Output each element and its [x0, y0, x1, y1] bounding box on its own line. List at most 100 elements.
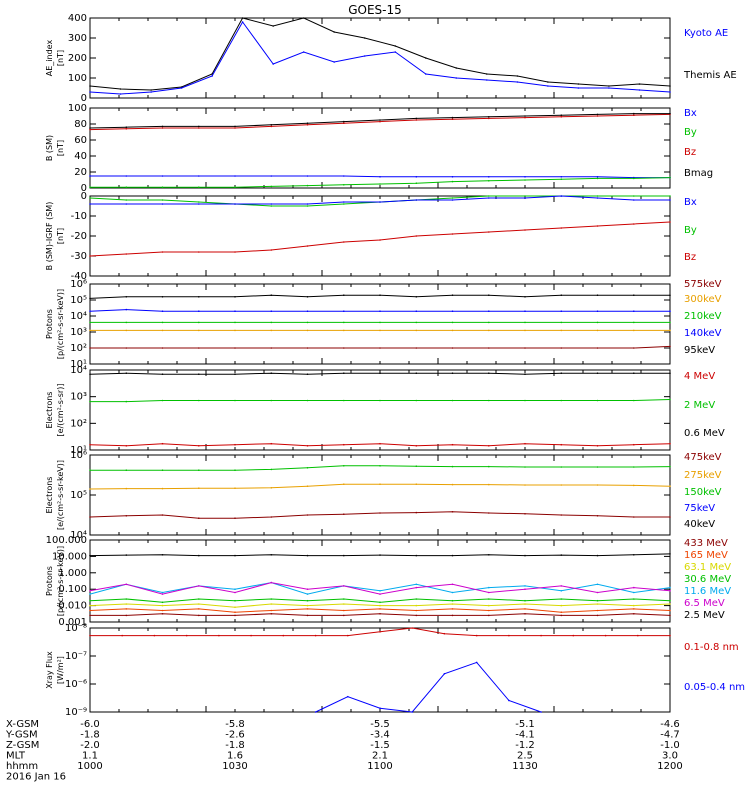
legend-entry: 0.6 MeV — [684, 428, 725, 439]
legend-entry: 165 MeV — [684, 550, 728, 561]
y-tick-label: 10⁵ — [70, 295, 87, 306]
y-axis-label: [e/(cm²-s-sr)] — [56, 384, 65, 437]
x-row-value: -2.0 — [80, 740, 100, 751]
legend-entry: By — [684, 225, 697, 236]
series-line-bigrf-8 — [89, 221, 671, 257]
series-line-bigrf-7 — [90, 195, 670, 205]
legend-entry: 95keV — [684, 345, 715, 356]
legend-entry: 575keV — [684, 279, 722, 290]
y-axis-label: Electrons — [45, 392, 54, 429]
legend-entry: 0.1-0.8 nm — [684, 642, 739, 653]
x-row-value: -1.8 — [225, 740, 245, 751]
legend-entry: 210keV — [684, 311, 722, 322]
y-tick-label: 10⁵ — [70, 490, 87, 501]
y-tick-label: 10⁻⁹ — [65, 707, 87, 718]
y-tick-label: 100.000 — [46, 535, 87, 546]
y-axis-label: [p/(cm²-s-sr-keV)] — [56, 289, 65, 359]
y-tick-label: -20 — [71, 231, 87, 242]
legend-entry: Bmag — [684, 168, 713, 179]
x-row-value: 1.1 — [82, 751, 98, 762]
y-tick-label: 80 — [74, 119, 87, 130]
series-line-protons_mev-23 — [89, 598, 671, 603]
series-line-bsm-5 — [90, 177, 671, 188]
series-line-protons_mev-20 — [89, 553, 671, 557]
y-tick-label: 0 — [81, 93, 87, 104]
legend-entry: 2 MeV — [684, 400, 715, 411]
series-line-protons_mev-26 — [90, 613, 671, 616]
legend-entry: By — [684, 127, 697, 138]
x-row-label: hhmm — [6, 761, 38, 772]
x-row-value: -2.6 — [225, 730, 245, 741]
y-tick-label: 10.000 — [52, 551, 87, 562]
series-line-electrons_mev-16 — [89, 443, 671, 447]
panel-frame — [89, 17, 671, 99]
legend-entry: 63.1 MeV — [684, 562, 731, 573]
x-row-value: 2.1 — [372, 751, 388, 762]
y-axis-label: Protons — [45, 566, 54, 596]
x-row-value: 1.6 — [227, 751, 243, 762]
x-row-value: -1.2 — [515, 740, 535, 751]
legend-entry: 4 MeV — [684, 371, 715, 382]
legend-entry: 2.5 MeV — [684, 610, 725, 621]
series-line-ae-1 — [89, 21, 671, 95]
x-row-value: 1130 — [512, 761, 537, 772]
y-tick-label: 10⁴ — [70, 311, 87, 322]
series-line-protons_hi-9 — [89, 294, 670, 299]
y-axis-label: [W/m²] — [56, 656, 65, 684]
y-axis-label: B (SM)-IGRF (SM) — [45, 202, 54, 271]
y-axis-label: Xray Flux — [45, 651, 54, 689]
y-tick-label: 0.001 — [58, 617, 87, 628]
series-line-electrons_mev-14 — [89, 372, 670, 375]
legend-entry: 150keV — [684, 487, 722, 498]
y-tick-label: 20 — [74, 167, 87, 178]
y-tick-label: 400 — [68, 13, 87, 24]
y-tick-label: -10 — [71, 211, 87, 222]
x-row-value: -4.6 — [660, 719, 680, 730]
panel-protons_mev: 100.000 10.000 1.000 0.100 0.010 0.001 Protons… — [45, 535, 731, 628]
panel-bsm: 100 80 60 40 20 0 B (SM) [nT] Bx By Bz Bmag — [45, 103, 713, 194]
y-axis-label: [nT] — [56, 140, 65, 156]
series-line-protons_mev-24 — [89, 603, 671, 608]
y-axis-label: [nT] — [56, 228, 65, 244]
y-axis-label: AE_index — [45, 40, 54, 77]
y-tick-label: 1.000 — [58, 568, 87, 579]
panel-electrons_mev: 10⁴ 10³ 10² 10¹ Electrons [e/(cm²-s-sr)] 4 MeV… — [45, 365, 725, 456]
y-tick-label: 10¹ — [70, 445, 87, 456]
y-tick-label: -30 — [71, 251, 87, 262]
y-tick-label: 40 — [74, 151, 87, 162]
y-tick-label: 0.010 — [58, 601, 87, 612]
y-axis-label: [e/(cm²-s-sr-keV)] — [56, 460, 65, 530]
x-row-label: X-GSM — [6, 719, 39, 730]
x-row-value: 1000 — [77, 761, 102, 772]
legend-entry: 40keV — [684, 519, 715, 530]
y-tick-label: 10⁴ — [70, 365, 87, 376]
y-tick-label: 10² — [70, 343, 87, 354]
y-tick-label: 100 — [68, 73, 87, 84]
legend-entry: 433 MeV — [684, 538, 728, 549]
y-tick-label: 100 — [68, 103, 87, 114]
series-line-protons_hi-10 — [89, 309, 670, 312]
x-row-value: -3.4 — [370, 730, 390, 741]
y-tick-label: 10⁶ — [70, 450, 87, 461]
series-line-bsm-4 — [90, 175, 670, 179]
x-row-value: -1.5 — [370, 740, 390, 751]
panel-frame — [89, 627, 671, 713]
x-row-label: MLT — [6, 751, 26, 762]
y-tick-label: 10¹ — [70, 359, 87, 370]
y-axis-label: [nT] — [56, 50, 65, 66]
panel-xray: 10⁻⁸ 10⁻⁷ 10⁻⁶ 10⁻⁹ Xray Flux [W/m²] 0.1-0.8 n… — [45, 623, 745, 718]
y-tick-label: -40 — [71, 271, 87, 282]
y-tick-label: 10³ — [70, 392, 87, 403]
y-axis-label: B (SM) — [45, 135, 54, 161]
legend-entry: Bx — [684, 108, 697, 119]
panel-frame — [89, 369, 671, 451]
legend-entry: Bz — [684, 252, 696, 263]
x-row-value: -4.1 — [515, 730, 535, 741]
series-line-electrons_kev-18 — [89, 483, 671, 490]
y-tick-label: 10³ — [70, 327, 87, 338]
y-tick-label: 0.100 — [58, 584, 87, 595]
series-line-bsm-2 — [89, 113, 671, 131]
panel-electrons_kev: 10⁶ 10⁵ 10⁴ Electrons [e/(cm²-s-sr-keV)] 475k… — [45, 450, 722, 541]
x-row-label: Y-GSM — [5, 730, 38, 741]
